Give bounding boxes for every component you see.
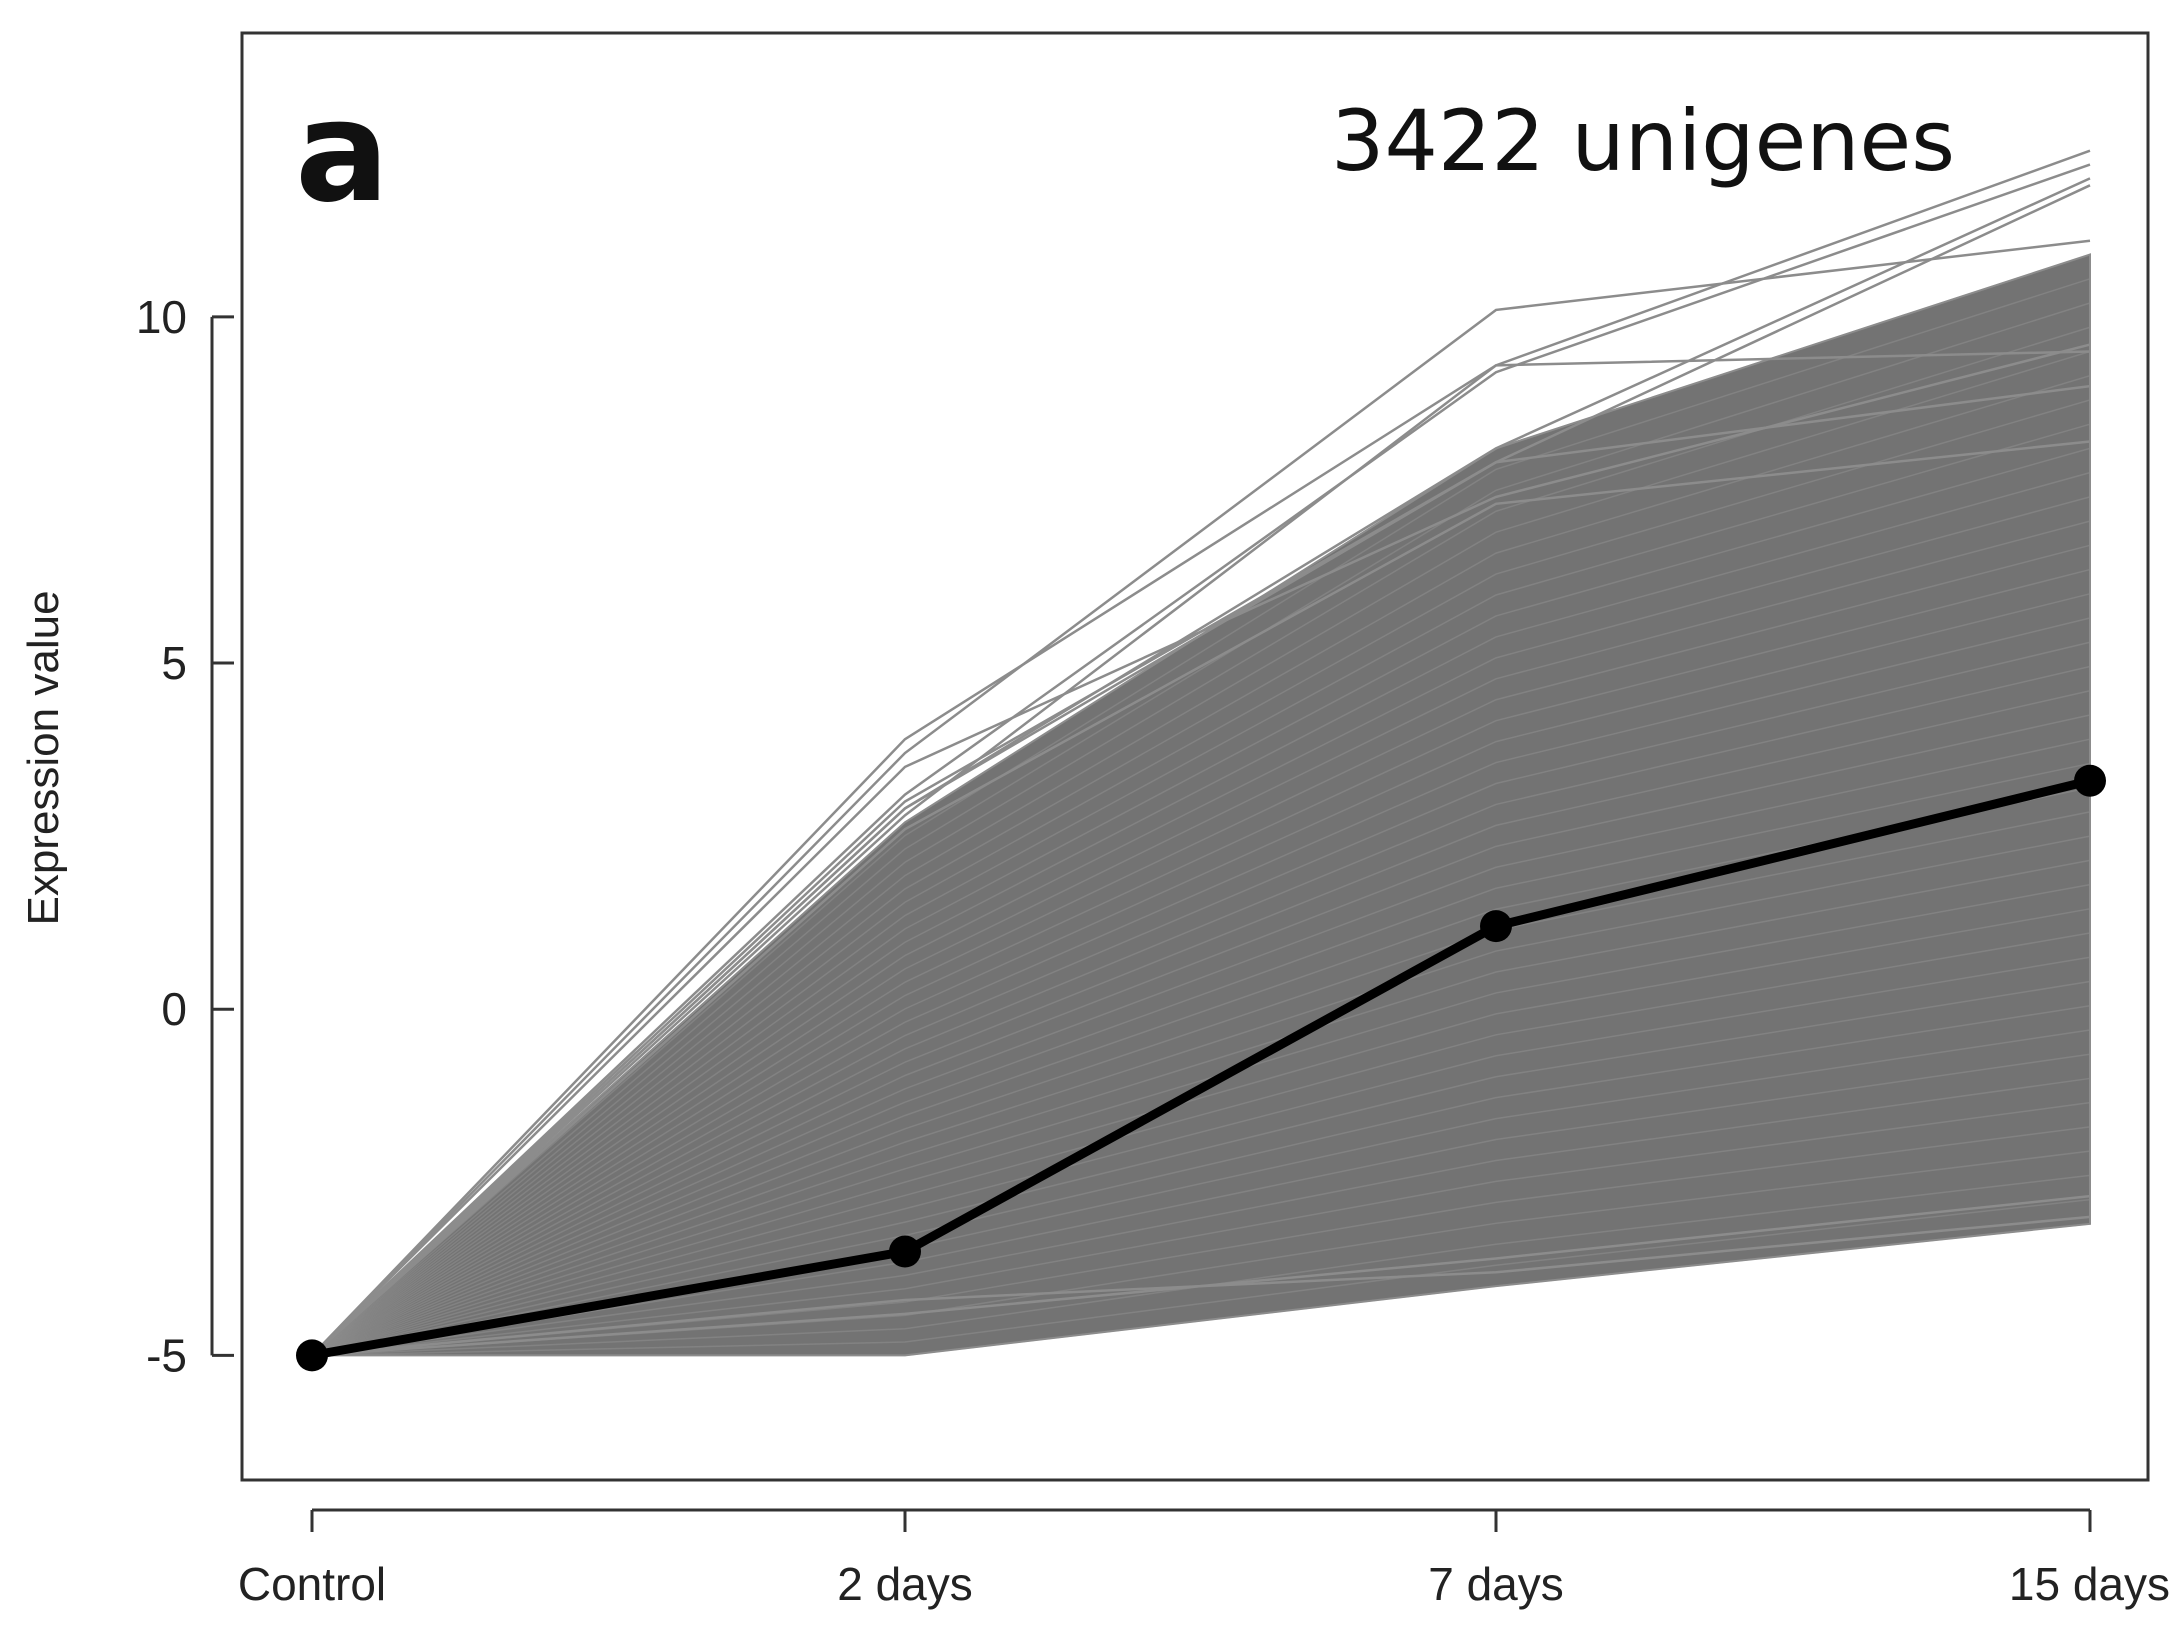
unigene-count-annotation: 3422 unigenes: [1331, 92, 1955, 190]
profile-line: [311, 149, 2091, 1357]
profile-line: [311, 665, 2091, 1357]
profile-line: [311, 1077, 2091, 1357]
profile-line: [311, 374, 2091, 1356]
profile-line: [311, 384, 2091, 1357]
profile-line: [311, 423, 2091, 1356]
mean-profile-point: [2074, 764, 2106, 797]
y-tick-label: 10: [136, 291, 187, 343]
profile-line: [311, 641, 2091, 1357]
mean-profile-point: [1480, 910, 1512, 943]
mean-profile-point: [889, 1235, 921, 1268]
profile-line: [311, 163, 2091, 1357]
panel-label: a: [295, 71, 389, 234]
profile-line: [311, 350, 2091, 1357]
profile-line: [311, 786, 2091, 1357]
profile-line: [311, 1101, 2091, 1357]
profile-line: [311, 980, 2091, 1357]
profile-line: [311, 496, 2091, 1356]
profile-line: [311, 932, 2091, 1357]
profile-line: [311, 544, 2091, 1357]
profile-line: [311, 471, 2091, 1356]
profile-line: [311, 835, 2091, 1357]
profile-line: [311, 302, 2091, 1356]
profile-line: [311, 617, 2091, 1357]
mean-profile-point: [296, 1339, 328, 1372]
x-tick-label: 7 days: [1428, 1558, 1564, 1610]
profile-line: [311, 399, 2091, 1356]
profile-lines: [309, 149, 2091, 1357]
y-tick-label: -5: [146, 1329, 187, 1381]
profile-line: [311, 714, 2091, 1357]
profile-line: [311, 239, 2091, 1357]
profile-line: [311, 908, 2091, 1357]
profile-line: [311, 343, 2091, 1357]
profile-line: [311, 447, 2091, 1356]
y-tick-label: 0: [161, 983, 187, 1035]
profile-line: [311, 593, 2091, 1357]
x-tick-label: 2 days: [837, 1558, 973, 1610]
profile-line: [311, 762, 2091, 1357]
profile-line: [312, 1223, 2091, 1357]
x-tick-label: 15 days: [2009, 1558, 2170, 1610]
profile-line: [311, 1053, 2091, 1357]
profile-line: [311, 520, 2091, 1357]
profile-line: [311, 738, 2091, 1357]
y-axis-title: Expression value: [19, 590, 68, 925]
profile-line: [311, 278, 2091, 1356]
mean-profile: [296, 764, 2106, 1372]
mean-profile-line: [311, 776, 2092, 1360]
profile-line: [311, 1198, 2091, 1357]
profile-line: [311, 440, 2091, 1357]
y-tick-label: 5: [161, 637, 187, 689]
profile-line: [311, 568, 2091, 1357]
axes: -5 0 5 10 Control 2 days 7 days 15 days: [136, 291, 2170, 1610]
profile-line: [311, 859, 2091, 1357]
profile-line: [311, 326, 2091, 1356]
plot-frame: [240, 31, 2150, 1482]
profile-line: [311, 811, 2091, 1357]
profile-line: [311, 883, 2091, 1357]
profile-line: [311, 956, 2091, 1357]
profile-line: [311, 689, 2091, 1357]
profile-line: [311, 1194, 2091, 1357]
profile-line: [311, 1005, 2091, 1357]
x-tick-label: Control: [238, 1558, 386, 1610]
profile-line: [311, 350, 2091, 1356]
